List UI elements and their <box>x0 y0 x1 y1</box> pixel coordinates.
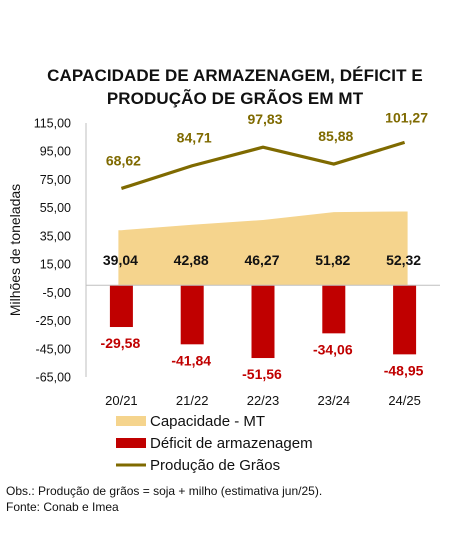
production-line-layer <box>120 140 406 190</box>
legend-swatch-capacity <box>116 416 146 426</box>
deficit-value-label: -48,95 <box>384 362 424 378</box>
deficit-value-label: -29,58 <box>101 335 141 351</box>
production-value-label: 68,62 <box>106 152 141 168</box>
capacity-value-label: 46,27 <box>244 252 279 268</box>
deficit-value-label: -51,56 <box>242 366 282 382</box>
x-tick-label: 24/25 <box>388 393 421 408</box>
production-value-label: 97,83 <box>247 111 282 127</box>
x-tick-label: 23/24 <box>318 393 351 408</box>
chart-title-line-1: CAPACIDADE DE ARMAZENAGEM, DÉFICIT E <box>47 66 423 85</box>
chart-title: CAPACIDADE DE ARMAZENAGEM, DÉFICIT E PRO… <box>0 64 470 110</box>
capacity-area <box>118 211 408 286</box>
data-labels-layer: 39,04 42,88 46,27 51,82 52,32 -29,58 -41,84 -51… <box>101 109 429 382</box>
x-tick-label: 21/22 <box>176 393 209 408</box>
chart-title-line-2: PRODUÇÃO DE GRÃOS EM MT <box>106 89 364 108</box>
deficit-bar-21-22 <box>180 285 204 345</box>
x-tick-label: 22/23 <box>247 393 280 408</box>
deficit-bar-20-21 <box>109 285 133 328</box>
deficit-value-label: -41,84 <box>171 352 211 368</box>
note-observation: Obs.: Produção de grãos = soja + milho (… <box>6 484 323 498</box>
capacity-value-label: 51,82 <box>315 252 350 268</box>
legend: Capacidade - MT Déficit de armazenagem Pro… <box>116 413 313 474</box>
capacity-value-label: 52,32 <box>386 252 421 268</box>
production-value-label: 85,88 <box>318 128 353 144</box>
y-tick-label: -25,00 <box>36 314 71 328</box>
capacity-value-label: 39,04 <box>103 252 138 268</box>
y-tick-label: -45,00 <box>36 342 71 356</box>
deficit-bar-23-24 <box>322 285 346 334</box>
y-tick-label: 95,00 <box>40 145 71 159</box>
legend-label-production: Produção de Grãos <box>150 457 280 474</box>
legend-swatch-deficit <box>116 438 146 448</box>
y-tick-label: 35,00 <box>40 229 71 243</box>
capacity-area-layer <box>118 211 408 286</box>
legend-label-capacity: Capacidade - MT <box>150 413 265 430</box>
deficit-bar-22-23 <box>251 285 275 359</box>
y-axis-title: Milhões de toneladas <box>7 184 23 316</box>
note-source: Fonte: Conab e Imea <box>6 500 119 514</box>
production-line <box>120 140 406 190</box>
y-tick-label: -5,00 <box>43 286 72 300</box>
y-tick-label: -65,00 <box>36 371 71 385</box>
deficit-bars-layer <box>109 285 417 359</box>
production-value-label: 101,27 <box>385 109 428 125</box>
y-tick-label: 115,00 <box>34 117 71 131</box>
deficit-bar-24-25 <box>393 285 417 355</box>
y-tick-label: 55,00 <box>40 201 71 215</box>
y-tick-label: 15,00 <box>40 258 71 272</box>
capacity-value-label: 42,88 <box>174 252 209 268</box>
x-tick-label: 20/21 <box>105 393 138 408</box>
axes-layer: 115,00 95,00 75,00 55,00 35,00 15,00 -5,00 -25,… <box>7 117 440 408</box>
y-tick-label: 75,00 <box>40 173 71 187</box>
deficit-value-label: -34,06 <box>313 341 353 357</box>
legend-label-deficit: Déficit de armazenagem <box>150 435 313 452</box>
production-value-label: 84,71 <box>177 130 212 146</box>
